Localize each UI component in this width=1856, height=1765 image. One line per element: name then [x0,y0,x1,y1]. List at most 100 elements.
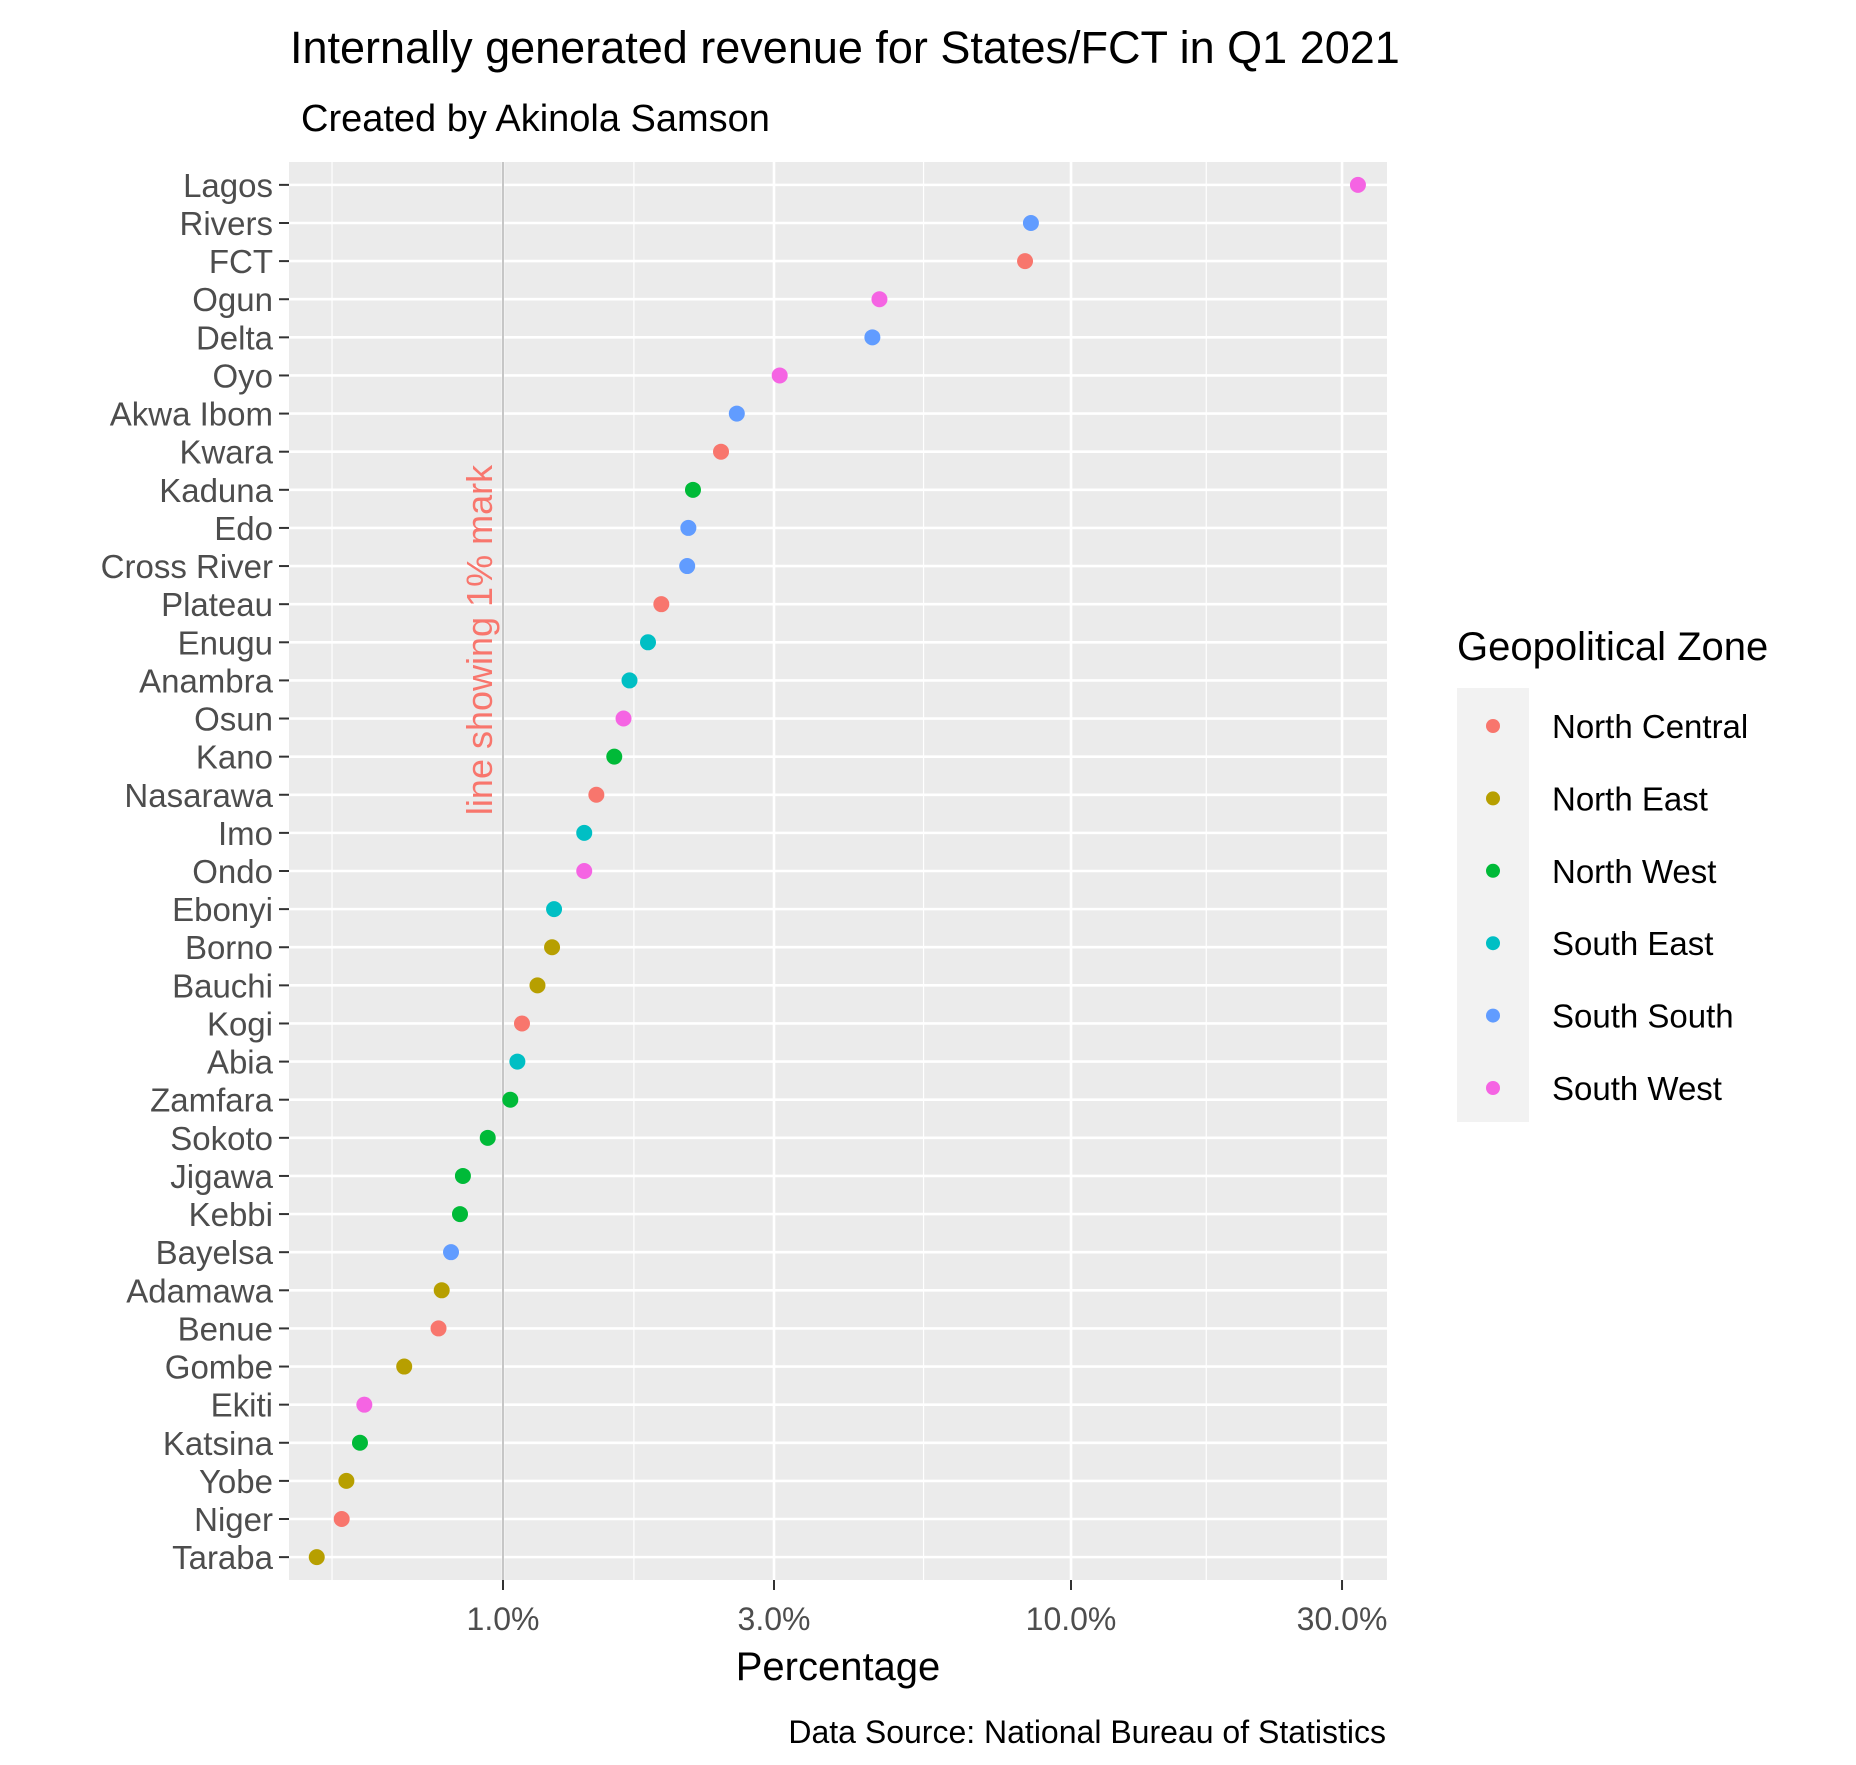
point-zamfara [502,1091,519,1108]
y-tick-label: Ondo [192,853,273,890]
y-tick-label: Ogun [192,281,273,318]
point-nasarawa [588,786,605,803]
y-tick-label: Niger [194,1501,273,1538]
point-abia [509,1053,526,1070]
x-axis: 1.0% 3.0% 10.0% 30.0% [467,1580,1388,1637]
point-ekiti [356,1396,373,1413]
point-bauchi [529,977,546,994]
legend: Geopolitical Zone North Central North Eas… [1457,625,1768,1122]
point-kwara [713,443,730,460]
y-tick-label: Adamawa [126,1272,273,1309]
point-delta [864,329,881,346]
y-tick-label: Bauchi [172,967,273,1004]
y-tick-label: Yobe [199,1463,273,1500]
y-tick-label: Ekiti [211,1387,273,1424]
y-tick-label: Kano [196,739,273,776]
caption: Data Source: National Bureau of Statisti… [788,1714,1386,1750]
x-tick-label: 3.0% [738,1601,811,1637]
point-gombe [396,1358,413,1375]
chart-title: Internally generated revenue for States/… [290,22,1400,73]
point-edo [680,519,697,536]
data-points [308,176,1366,1566]
point-benue [430,1320,447,1337]
legend-key-north-west [1486,863,1500,878]
y-tick-label: Delta [196,319,274,356]
point-cross-river [679,558,696,575]
legend-label: North Central [1552,708,1748,745]
point-kaduna [684,481,701,498]
y-tick-label: Nasarawa [124,777,273,814]
point-plateau [653,596,670,613]
grid-lines [289,162,1387,1580]
y-tick-label: Cross River [101,548,273,585]
y-tick-label: Rivers [179,205,273,242]
x-axis-title: Percentage [736,1645,941,1689]
y-tick-label: Akwa Ibom [110,396,273,433]
y-tick-label: Ebonyi [172,891,273,928]
point-ogun [871,291,888,308]
y-tick-label: Kaduna [159,472,273,509]
point-ebonyi [546,901,563,918]
y-tick-label: Osun [194,701,273,738]
y-tick-label: Kwara [179,434,273,471]
y-tick-label: Anambra [139,662,274,699]
y-tick-label: Katsina [163,1425,274,1462]
legend-title: Geopolitical Zone [1457,625,1768,669]
point-enugu [639,634,656,651]
point-bayelsa [443,1244,460,1261]
legend-label: South East [1552,925,1713,962]
y-tick-label: Imo [218,815,273,852]
point-fct [1017,253,1034,270]
reference-line-label: line showing 1% mark [459,464,500,815]
y-tick-label: Sokoto [170,1120,273,1157]
y-tick-label: Edo [214,510,273,547]
point-jigawa [454,1167,471,1184]
point-adamawa [433,1282,450,1299]
reference-line-group: line showing 1% mark [459,162,504,1580]
y-tick-label: Enugu [178,624,273,661]
y-tick-label: Jigawa [170,1158,273,1195]
chart-subtitle: Created by Akinola Samson [301,98,770,140]
y-tick-label: Kogi [207,1005,273,1042]
y-tick-label: Oyo [212,357,273,394]
point-yobe [338,1472,355,1489]
x-tick-label: 1.0% [467,1601,540,1637]
point-kano [606,748,623,765]
legend-key-background [1457,688,1529,1122]
legend-key-north-east [1486,791,1500,806]
y-tick-label: Bayelsa [156,1234,274,1271]
legend-label: North East [1552,780,1708,817]
point-imo [576,824,593,841]
legend-key-south-west [1486,1081,1500,1095]
point-sokoto [479,1129,496,1146]
point-akwa-ibom [728,405,745,422]
point-niger [333,1511,350,1528]
legend-key-north-central [1486,719,1500,733]
legend-key-south-east [1486,936,1500,951]
point-kogi [513,1015,530,1032]
y-tick-label: Plateau [161,586,273,623]
point-osun [615,710,632,727]
legend-label: North West [1552,853,1716,890]
y-tick-label: Borno [185,929,273,966]
point-rivers [1022,214,1039,231]
x-tick-label: 10.0% [1026,1601,1117,1637]
y-tick-label: Abia [207,1044,274,1081]
point-lagos [1349,176,1366,193]
legend-label: South West [1552,1070,1722,1107]
y-tick-label: Kebbi [189,1196,273,1233]
legend-label: South South [1552,998,1734,1035]
point-katsina [351,1434,368,1451]
y-tick-label: Taraba [172,1539,274,1576]
point-oyo [771,367,788,384]
y-tick-label: Benue [178,1310,273,1347]
x-tick-label: 30.0% [1297,1601,1388,1637]
y-tick-label: Lagos [183,167,273,204]
y-tick-label: Gombe [165,1349,273,1386]
point-taraba [308,1549,325,1566]
point-ondo [576,863,593,879]
point-anambra [621,672,638,689]
point-borno [544,939,561,956]
y-tick-label: FCT [209,243,273,280]
